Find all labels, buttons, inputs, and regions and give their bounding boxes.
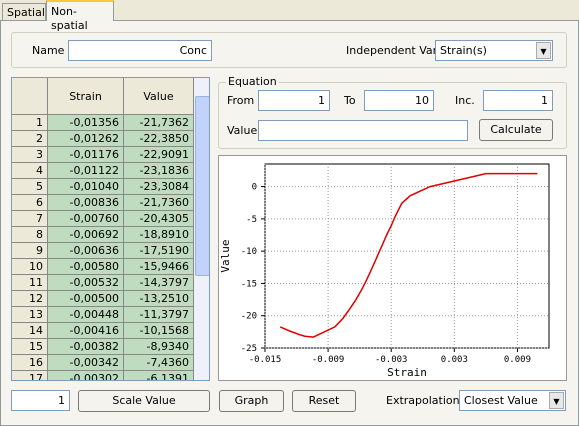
y-axis-label: Value — [219, 239, 232, 272]
y-tick-label: -15 — [241, 279, 257, 289]
cell: -0,01122 — [48, 163, 124, 179]
row-header: 9 — [12, 243, 48, 259]
cell: -0,00302 — [48, 371, 124, 380]
row-header: 5 — [12, 179, 48, 195]
cell: -15,9466 — [124, 259, 194, 275]
label: Value — [227, 124, 258, 137]
cell: -8,9340 — [124, 339, 194, 355]
column-header[interactable]: Value — [124, 78, 194, 115]
row-header: 7 — [12, 211, 48, 227]
row-header: 17 — [12, 371, 48, 380]
cell: -0,00760 — [48, 211, 124, 227]
y-tick-label: -5 — [246, 215, 257, 225]
cell: -18,8910 — [124, 227, 194, 243]
y-tick-label: -25 — [241, 344, 257, 354]
text-input[interactable]: 10 — [364, 90, 434, 111]
x-tick-label: -0.009 — [312, 355, 345, 365]
cell: -0,00692 — [48, 227, 124, 243]
row-header: 8 — [12, 227, 48, 243]
cell: -13,2510 — [124, 291, 194, 307]
button[interactable]: Reset — [292, 390, 356, 412]
button[interactable]: Calculate — [479, 119, 553, 141]
label: Independent Var. — [346, 44, 440, 57]
row-header: 10 — [12, 259, 48, 275]
row-header: 16 — [12, 355, 48, 371]
cell: -17,5190 — [124, 243, 194, 259]
label: Inc. — [455, 94, 475, 107]
row-header: 13 — [12, 307, 48, 323]
cell: -20,4305 — [124, 211, 194, 227]
cell: -22,9091 — [124, 147, 194, 163]
text-input[interactable]: Conc — [68, 40, 212, 61]
chart: -0.015 -0.009 -0.003 0.003 0.009 0 -5 -10 -15 -20… — [218, 155, 567, 381]
text-input[interactable]: 1 — [483, 90, 553, 111]
cell: -7,4360 — [124, 355, 194, 371]
cell: -0,00836 — [48, 195, 124, 211]
row-header: 3 — [12, 147, 48, 163]
x-tick-label: -0.015 — [249, 355, 282, 365]
cell: -0,00416 — [48, 323, 124, 339]
y-tick-label: 0 — [252, 183, 257, 193]
text-input[interactable] — [258, 120, 468, 141]
cell: -6,1391 — [124, 371, 194, 380]
cell: -0,01356 — [48, 115, 124, 131]
data-line — [279, 172, 538, 338]
y-tick-label: -20 — [241, 312, 257, 322]
cell: -21,7360 — [124, 195, 194, 211]
tab[interactable]: Spatial — [2, 3, 46, 21]
dropdown[interactable]: Strain(s) — [435, 40, 553, 61]
row-header: 12 — [12, 291, 48, 307]
cell: -22,3850 — [124, 131, 194, 147]
corner — [12, 78, 48, 115]
button[interactable]: Scale Value — [78, 390, 210, 412]
x-tick-label: 0.003 — [441, 355, 468, 365]
cell: -0,00580 — [48, 259, 124, 275]
cell: -21,7362 — [124, 115, 194, 131]
x-axis-label: Strain — [387, 366, 427, 379]
x-tick-label: 0.009 — [504, 355, 531, 365]
label: Name — [32, 44, 65, 57]
group-box — [11, 32, 567, 68]
scrollbar-thumb[interactable] — [195, 96, 209, 276]
label: To — [344, 94, 356, 107]
plot-frame — [264, 163, 550, 349]
dropdown-arrow[interactable]: ▼ — [549, 392, 564, 409]
cell: -11,3797 — [124, 307, 194, 323]
table: Strain Value 1 -0,01356 -21,7362 2 -0,01262-… — [11, 77, 210, 381]
row-header: 1 — [12, 115, 48, 131]
y-tick-label: -10 — [241, 247, 257, 257]
row-header: 15 — [12, 339, 48, 355]
cell: -23,3084 — [124, 179, 194, 195]
row-header: 4 — [12, 163, 48, 179]
cell: -0,00532 — [48, 275, 124, 291]
x-tick-label: -0.003 — [375, 355, 408, 365]
label: From — [227, 94, 255, 107]
row-header: 2 — [12, 131, 48, 147]
cell: -23,1836 — [124, 163, 194, 179]
cell: -0,00636 — [48, 243, 124, 259]
button[interactable]: Graph — [219, 390, 284, 412]
dropdown[interactable]: Closest Value — [459, 390, 566, 411]
group-box — [218, 82, 567, 149]
row-header: 14 — [12, 323, 48, 339]
row-header: 11 — [12, 275, 48, 291]
cell: -0,00382 — [48, 339, 124, 355]
cell: -14,3797 — [124, 275, 194, 291]
dropdown-arrow[interactable]: ▼ — [536, 42, 551, 59]
text-input[interactable]: 1 — [258, 90, 330, 111]
cell: -0,01040 — [48, 179, 124, 195]
group-title: Equation — [226, 75, 279, 89]
column-header[interactable]: Strain — [48, 78, 124, 115]
cell: -0,01176 — [48, 147, 124, 163]
cell: -0,01262 — [48, 131, 124, 147]
cell: -0,00342 — [48, 355, 124, 371]
tab-active[interactable]: Non-spatial — [46, 0, 114, 32]
label: Extrapolation — [386, 394, 460, 407]
row-header: 6 — [12, 195, 48, 211]
text-input[interactable]: 1 — [11, 390, 70, 411]
cell: -0,00448 — [48, 307, 124, 323]
cell: -10,1568 — [124, 323, 194, 339]
cell: -0,00500 — [48, 291, 124, 307]
